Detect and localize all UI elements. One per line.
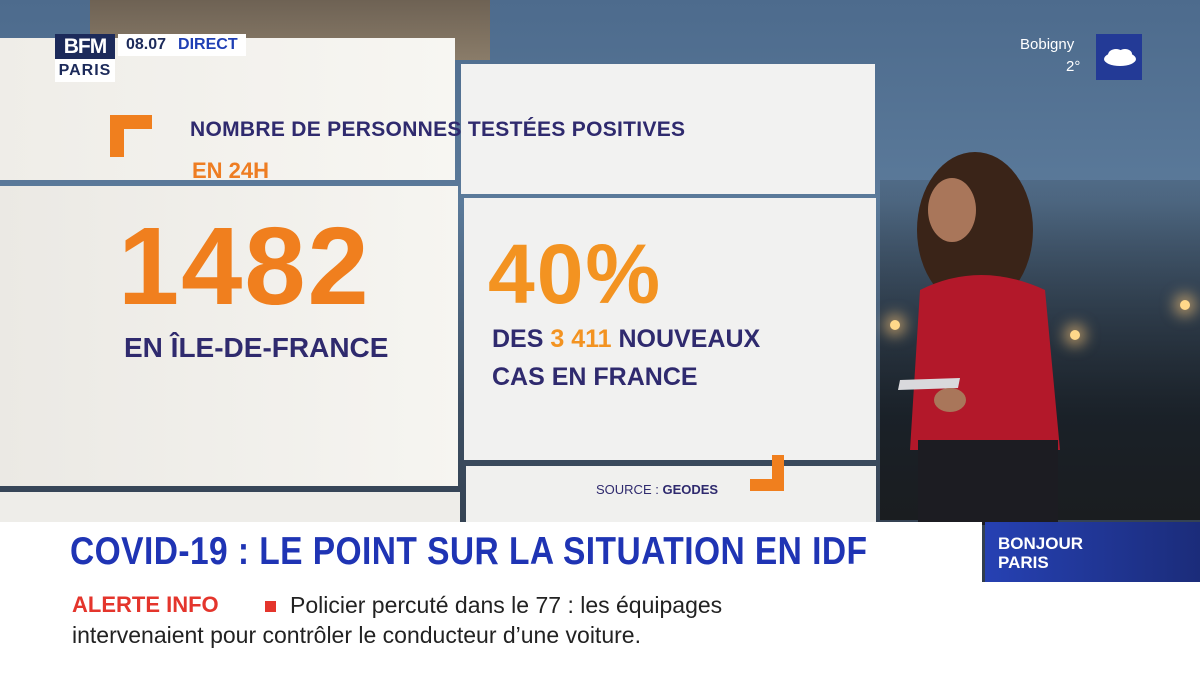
show-name-line1: BONJOUR bbox=[998, 534, 1084, 553]
clock: 08.07 bbox=[126, 36, 167, 53]
stat-idf-value: 1482 bbox=[118, 205, 371, 328]
stat-share-label-line2: CAS EN FRANCE bbox=[492, 363, 698, 391]
weather-temperature: 2° bbox=[1066, 58, 1081, 75]
wall-panel bbox=[0, 186, 458, 486]
stat-share-highlight: 3 411 bbox=[550, 325, 612, 353]
stat-idf-label: EN ÎLE-DE-FRANCE bbox=[124, 332, 389, 363]
clock-live-badge: 08.07 DIRECT bbox=[118, 34, 246, 56]
ticker-line2: intervenaient pour contrôler le conducte… bbox=[72, 622, 641, 648]
ticker-line1: Policier percuté dans le 77 : les équipa… bbox=[290, 592, 723, 618]
alert-label: ALERTE INFO bbox=[72, 592, 219, 617]
live-label: DIRECT bbox=[178, 36, 238, 53]
stat-share-post: NOUVEAUX bbox=[611, 325, 761, 353]
source-label: SOURCE : bbox=[596, 482, 659, 497]
headline-text: COVID-19 : LE POINT SUR LA SITUATION EN … bbox=[70, 530, 868, 573]
source-value: GEODES bbox=[662, 482, 719, 497]
wall-panel bbox=[464, 198, 876, 460]
logo-bottom: PARIS bbox=[55, 59, 115, 82]
source-credit: SOURCE : GEODES bbox=[596, 482, 718, 497]
wall-panel bbox=[461, 64, 875, 194]
show-badge bbox=[985, 522, 1200, 582]
video-wall bbox=[0, 38, 876, 532]
street-lamp bbox=[1180, 300, 1190, 310]
graphic-subtitle: EN 24H bbox=[192, 158, 270, 183]
cloud-icon bbox=[1096, 34, 1142, 80]
stat-share-label: DES 3 411 NOUVEAUX bbox=[492, 325, 760, 354]
corner-bracket-icon bbox=[110, 115, 152, 157]
stat-share-pre: DES bbox=[492, 325, 551, 353]
street-lamp bbox=[1070, 330, 1080, 340]
show-name-line2: PARIS bbox=[998, 553, 1049, 572]
headline-bar bbox=[0, 522, 982, 582]
wall-panel bbox=[466, 466, 876, 526]
street-lamp bbox=[890, 320, 900, 330]
presenter bbox=[898, 152, 1060, 525]
channel-logo: BFM PARIS bbox=[55, 34, 115, 82]
corner-bracket-icon bbox=[750, 455, 784, 491]
stat-share-value: 40% bbox=[488, 227, 663, 321]
weather-city: Bobigny bbox=[1020, 36, 1075, 53]
alert-square-icon bbox=[265, 601, 276, 612]
logo-top: BFM bbox=[55, 34, 115, 59]
graphic-title: NOMBRE DE PERSONNES TESTÉES POSITIVES bbox=[190, 118, 686, 141]
news-ticker bbox=[0, 582, 1200, 674]
